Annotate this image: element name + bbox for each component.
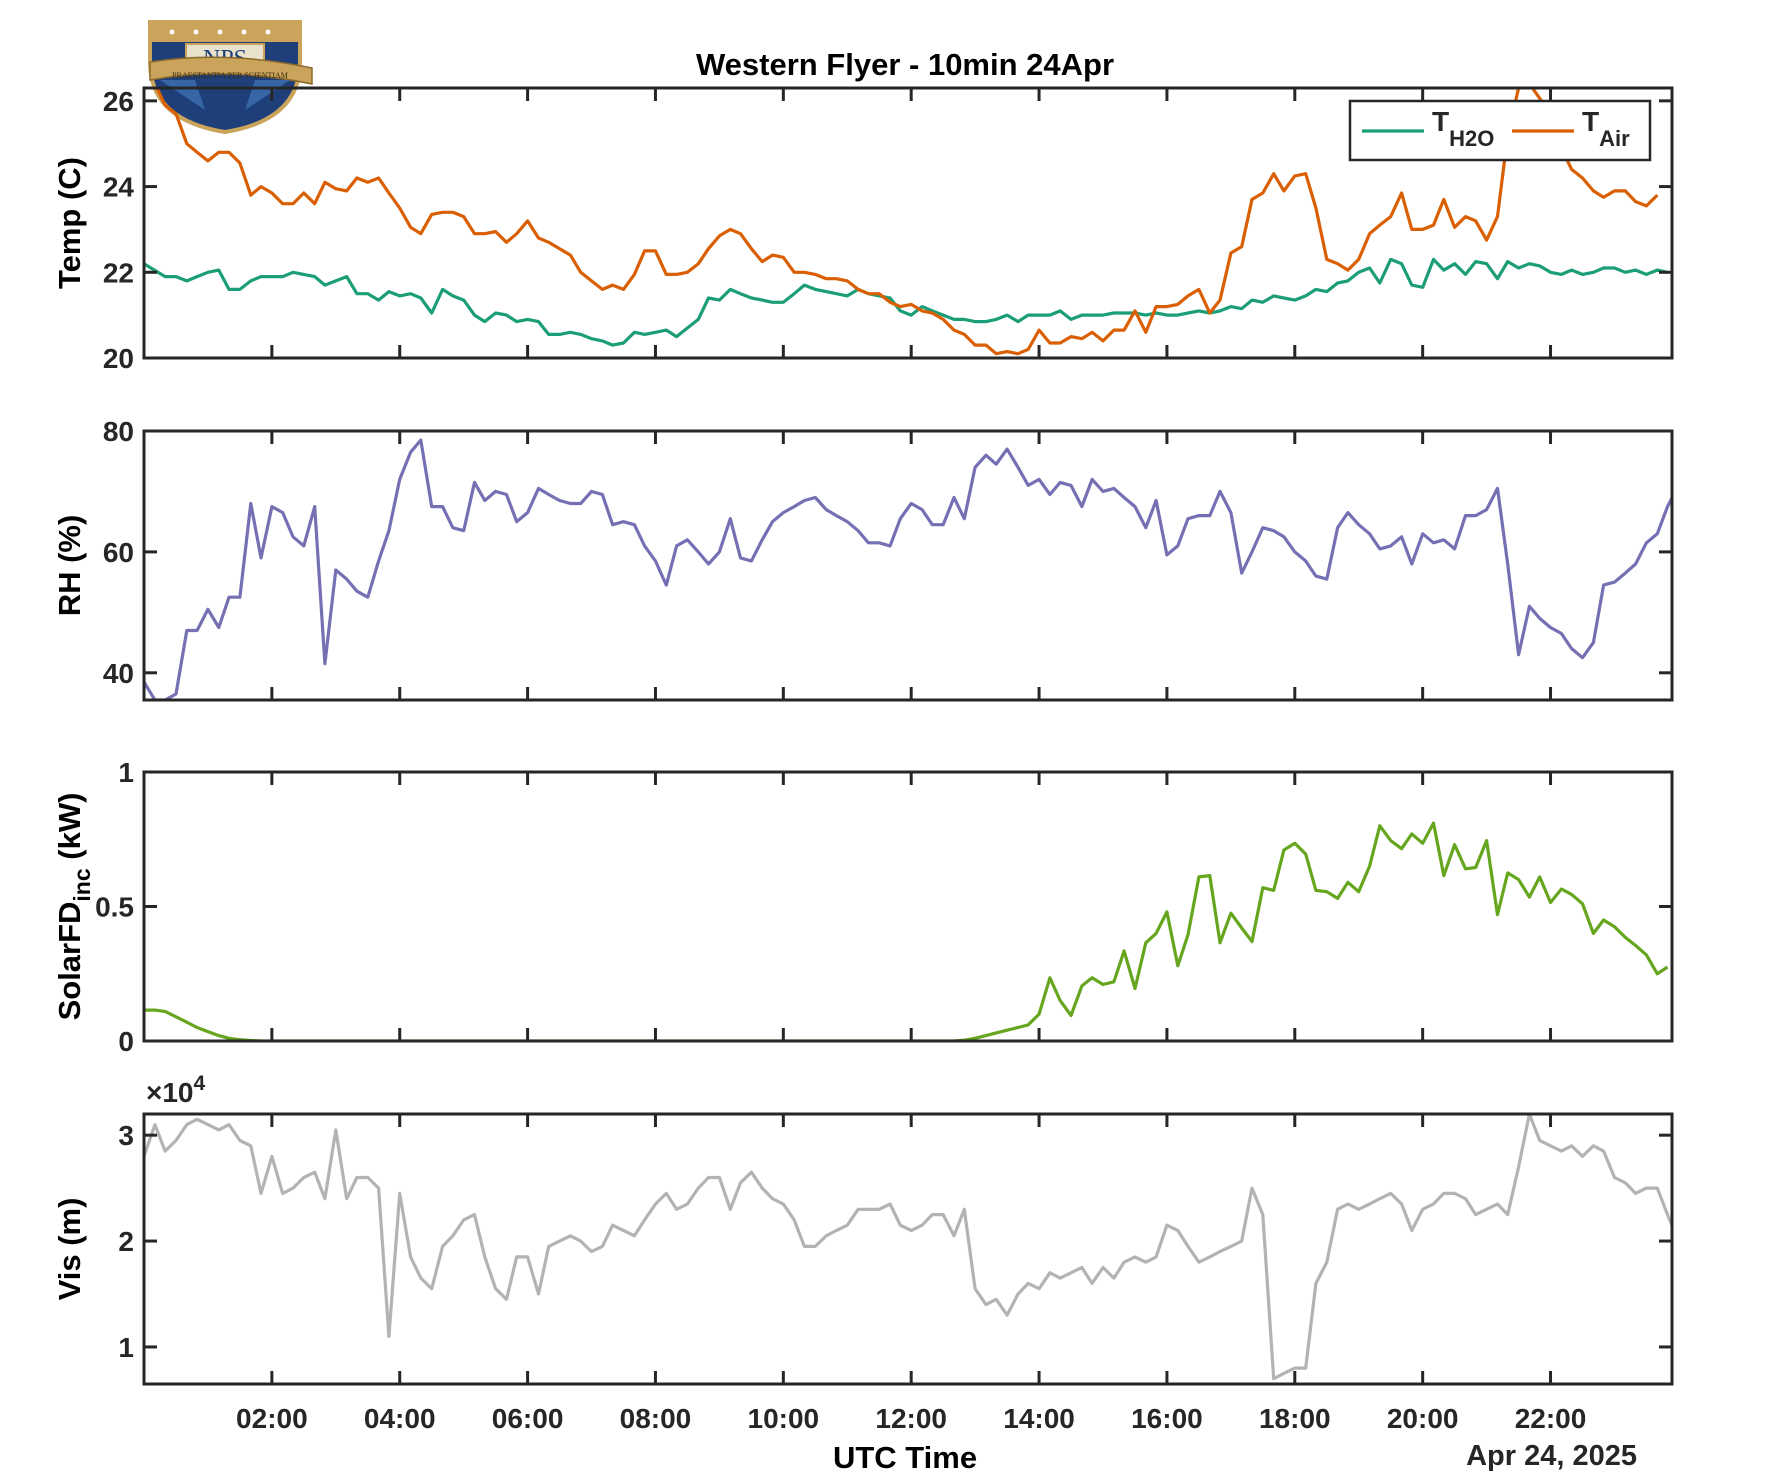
x-axis-label: UTC Time [833,1440,977,1475]
panel-2: 40 60 80 RH (%) [52,416,1674,702]
series-line-vis [144,1114,1672,1381]
x-tick-label: 18:00 [1259,1403,1331,1434]
x-tick-label: 04:00 [364,1403,436,1434]
series-line-th2o [144,257,1668,347]
x-tick-label: 02:00 [236,1403,308,1434]
x-tick-label: 06:00 [492,1403,564,1434]
x-tick-label: 12:00 [875,1403,947,1434]
panel-4: 1 2 3 Vis (m) ×104 02:00 04:00 06:00 08:00 10:00 1… [52,1072,1674,1434]
y-axis-label: SolarFDinc (kW) [52,793,95,1021]
series-line-solarfdinc [144,821,1669,1041]
y-tick-label: 24 [103,172,135,203]
y-tick-label: 0 [118,1026,134,1057]
chart-title: Western Flyer - 10min 24Apr [696,47,1114,82]
y-tick-label: 1 [118,757,134,788]
x-tick-label: 22:00 [1515,1403,1587,1434]
y-tick-label: 20 [103,343,134,374]
x-date-label: Apr 24, 2025 [1466,1440,1637,1472]
y-axis-label: Vis (m) [52,1198,87,1301]
y-axis-label: RH (%) [52,515,87,617]
series-line-rh [144,438,1672,700]
y-tick-label: 2 [118,1226,134,1257]
y-tick-label: 26 [103,86,134,117]
logo-motto: PRAESTANTIA PER SCIENTIAM [172,71,288,80]
y-tick-label: 0.5 [95,892,134,923]
x-tick-label: 14:00 [1003,1403,1075,1434]
y-tick-label: 80 [103,416,134,447]
legend-entry: TAir [1582,106,1630,151]
panel-1: 20 22 24 26 Temp (C) TH2O TAir [52,86,1674,374]
panels: 20 22 24 26 Temp (C) TH2O TAir 40 60 80 RH (%) 0 0.5… [52,86,1674,1434]
y-tick-label: 3 [118,1120,134,1151]
x-tick-label: 10:00 [748,1403,820,1434]
y-tick-label: 22 [103,257,134,288]
x-tick-label: 08:00 [620,1403,692,1434]
y-tick-label: 1 [118,1332,134,1363]
y-tick-label: 60 [103,537,134,568]
series-line-tair [155,88,1659,356]
y-exponent-label: ×104 [146,1072,206,1108]
x-tick-label: 20:00 [1387,1403,1459,1434]
y-axis-label: Temp (C) [52,157,87,289]
nps-logo: NPS PRAESTANTIA PER SCIENTIAM [148,20,313,135]
y-tick-label: 40 [103,658,134,689]
panel-3: 0 0.5 1 SolarFDinc (kW) [52,757,1674,1057]
legend-entry: TH2O [1432,106,1494,151]
legend: TH2O TAir [1348,99,1652,162]
axes-box [142,770,1674,1043]
axes-box [142,1112,1674,1386]
axes-box [142,86,1674,360]
axes-box [142,429,1674,702]
x-tick-label: 16:00 [1131,1403,1203,1434]
